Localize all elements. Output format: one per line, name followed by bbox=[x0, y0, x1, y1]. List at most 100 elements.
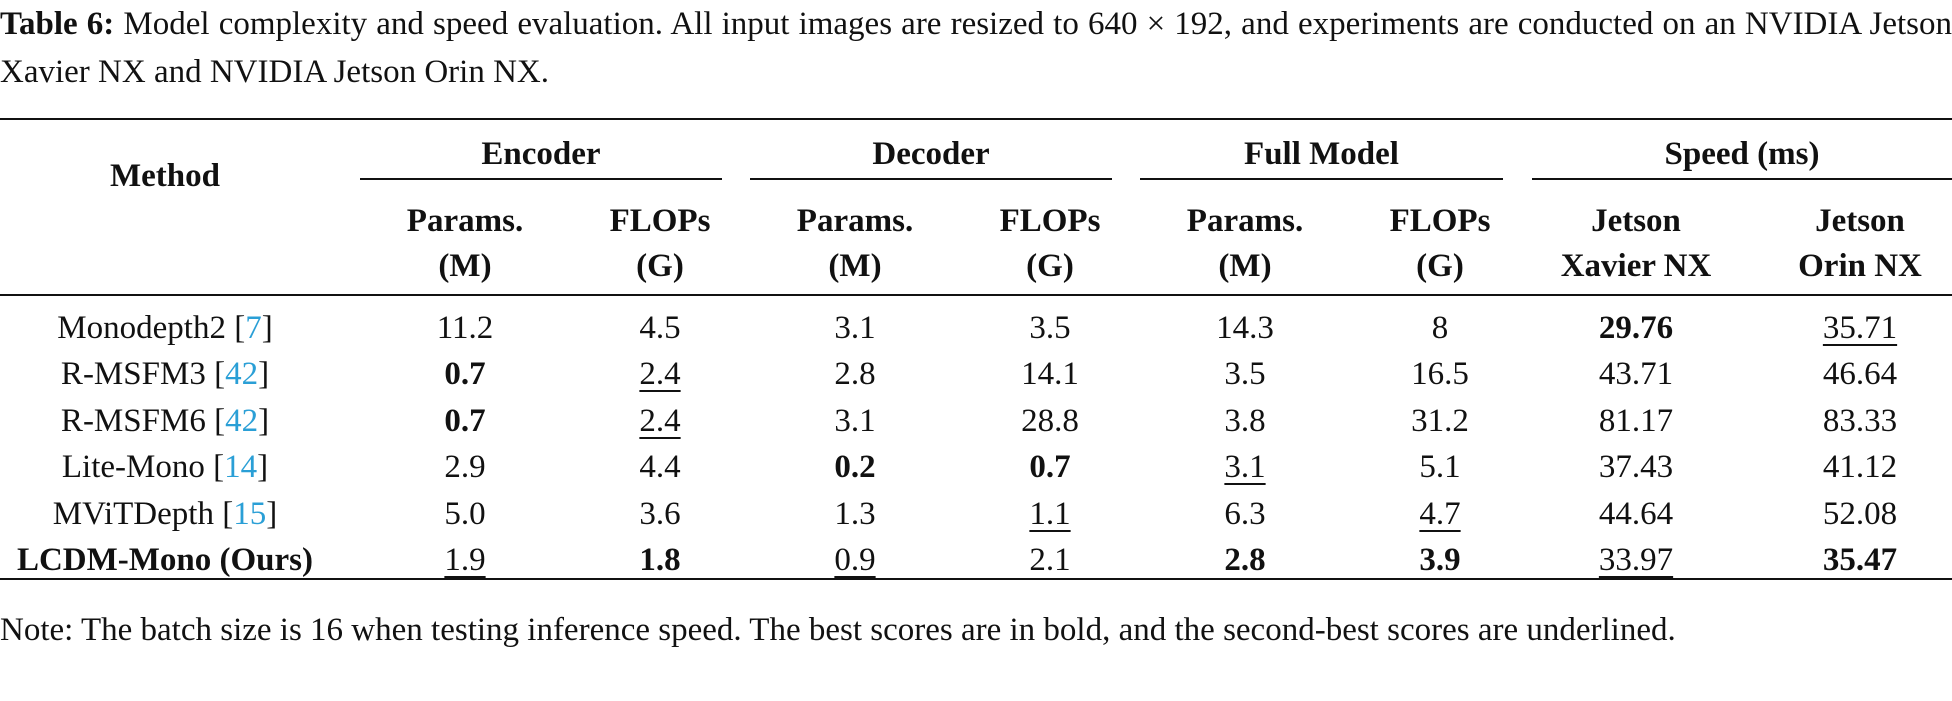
value-cell: 3.6 bbox=[639, 495, 681, 532]
value-cell: 1.3 bbox=[834, 495, 876, 532]
value-cell: 4.7 bbox=[1419, 495, 1461, 532]
bottom-rule bbox=[0, 578, 1952, 580]
column-header-line2: (G) bbox=[1026, 248, 1074, 284]
value-cell: 8 bbox=[1431, 310, 1449, 346]
value-cell: 37.43 bbox=[1598, 449, 1674, 486]
table-note: Note: The batch size is 16 when testing … bbox=[0, 612, 1676, 648]
column-header-line1: Params. bbox=[406, 203, 524, 239]
group-rule bbox=[1140, 178, 1503, 180]
caption-text: Model complexity and speed evaluation. A… bbox=[0, 6, 1952, 90]
column-header-line1: Jetson bbox=[1591, 203, 1681, 239]
value-cell: 2.9 bbox=[444, 449, 486, 486]
value-cell: 14.1 bbox=[1021, 356, 1079, 393]
method-name: Lite-Mono bbox=[61, 449, 205, 486]
column-header: FLOPs (G) bbox=[1000, 199, 1101, 289]
citation-link[interactable]: 42 bbox=[225, 402, 259, 439]
column-header-line1: FLOPs bbox=[999, 203, 1101, 239]
method-cell: Monodepth2 [7] bbox=[57, 310, 273, 346]
method-name: R-MSFM3 bbox=[60, 356, 206, 393]
method-cell: Lite-Mono [14] bbox=[61, 449, 269, 486]
value-cell: 1.8 bbox=[639, 542, 681, 578]
method-name: R-MSFM6 bbox=[60, 402, 206, 439]
value-cell: 3.1 bbox=[834, 310, 876, 346]
group-rule bbox=[360, 178, 722, 180]
column-header: FLOPs (G) bbox=[1390, 199, 1491, 289]
method-name: MViTDepth bbox=[52, 495, 214, 532]
column-header-line1: FLOPs bbox=[609, 203, 711, 239]
value-cell: 0.9 bbox=[834, 542, 876, 578]
group-rule bbox=[750, 178, 1112, 180]
value-cell: 2.4 bbox=[639, 402, 681, 439]
value-cell: 52.08 bbox=[1822, 495, 1898, 532]
value-cell: 11.2 bbox=[436, 310, 494, 346]
column-header-line2: Xavier NX bbox=[1560, 248, 1712, 284]
column-header-line2: (M) bbox=[438, 248, 492, 284]
value-cell: 14.3 bbox=[1216, 310, 1274, 346]
column-header-line2: (G) bbox=[1416, 248, 1464, 284]
value-cell: 4.5 bbox=[639, 310, 681, 346]
header-rule bbox=[0, 294, 1952, 296]
method-name: Monodepth2 bbox=[57, 310, 226, 346]
method-cell: R-MSFM6 [42] bbox=[60, 402, 270, 439]
value-cell: 4.4 bbox=[639, 449, 681, 486]
value-cell: 43.71 bbox=[1598, 356, 1674, 393]
column-header-line1: Params. bbox=[1186, 203, 1304, 239]
value-cell: 5.1 bbox=[1419, 449, 1461, 486]
group-rule bbox=[1532, 178, 1952, 180]
value-cell: 3.9 bbox=[1419, 542, 1461, 578]
value-cell: 2.8 bbox=[1224, 542, 1266, 578]
value-cell: 2.1 bbox=[1029, 542, 1071, 578]
value-cell: 1.1 bbox=[1029, 495, 1071, 532]
column-header: Jetson Orin NX bbox=[1798, 199, 1922, 289]
value-cell: 16.5 bbox=[1411, 356, 1469, 393]
value-cell: 81.17 bbox=[1598, 402, 1674, 439]
group-header-full-model: Full Model bbox=[1244, 136, 1399, 172]
value-cell: 0.2 bbox=[834, 449, 876, 486]
column-header-line1: Params. bbox=[796, 203, 914, 239]
column-header: Params. (M) bbox=[407, 199, 523, 289]
value-cell: 6.3 bbox=[1224, 495, 1266, 532]
group-header-encoder: Encoder bbox=[481, 136, 601, 172]
citation-link[interactable]: 15 bbox=[233, 495, 267, 532]
top-rule bbox=[0, 118, 1952, 120]
column-header-line1: FLOPs bbox=[1389, 203, 1491, 239]
value-cell: 3.1 bbox=[834, 402, 876, 439]
value-cell: 2.4 bbox=[639, 356, 681, 393]
value-cell: 35.71 bbox=[1822, 310, 1898, 346]
value-cell: 35.47 bbox=[1822, 542, 1898, 578]
value-cell: 3.8 bbox=[1224, 402, 1266, 439]
citation-link[interactable]: 7 bbox=[245, 310, 262, 346]
value-cell: 0.7 bbox=[1029, 449, 1071, 486]
citation-link[interactable]: 14 bbox=[224, 449, 258, 486]
column-header: Params. (M) bbox=[797, 199, 913, 289]
citation-link[interactable]: 42 bbox=[225, 356, 259, 393]
value-cell: 0.7 bbox=[444, 356, 486, 393]
column-header-line2: (M) bbox=[1218, 248, 1272, 284]
value-cell: 41.12 bbox=[1822, 449, 1898, 486]
group-header-speed-ms: Speed (ms) bbox=[1664, 136, 1820, 172]
column-header-line2: (M) bbox=[828, 248, 882, 284]
value-cell: 83.33 bbox=[1822, 402, 1898, 439]
value-cell: 28.8 bbox=[1021, 402, 1079, 439]
value-cell: 29.76 bbox=[1598, 310, 1674, 346]
column-header-line1: Jetson bbox=[1815, 203, 1905, 239]
value-cell: 46.64 bbox=[1822, 356, 1898, 393]
value-cell: 33.97 bbox=[1598, 542, 1674, 578]
method-header: Method bbox=[110, 158, 220, 194]
column-header: Jetson Xavier NX bbox=[1561, 199, 1712, 289]
value-cell: 3.5 bbox=[1029, 310, 1071, 346]
value-cell: 3.5 bbox=[1224, 356, 1266, 393]
group-header-decoder: Decoder bbox=[872, 136, 990, 172]
method-name: LCDM-Mono (Ours) bbox=[16, 542, 314, 578]
caption-label: Table 6: bbox=[0, 6, 115, 42]
value-cell: 2.8 bbox=[834, 356, 876, 393]
column-header: Params. (M) bbox=[1187, 199, 1303, 289]
value-cell: 31.2 bbox=[1411, 402, 1469, 439]
method-cell: MViTDepth [15] bbox=[52, 495, 278, 532]
method-cell: R-MSFM3 [42] bbox=[60, 356, 270, 393]
value-cell: 1.9 bbox=[444, 542, 486, 578]
value-cell: 0.7 bbox=[444, 402, 486, 439]
value-cell: 3.1 bbox=[1224, 449, 1266, 486]
column-header: FLOPs (G) bbox=[610, 199, 711, 289]
